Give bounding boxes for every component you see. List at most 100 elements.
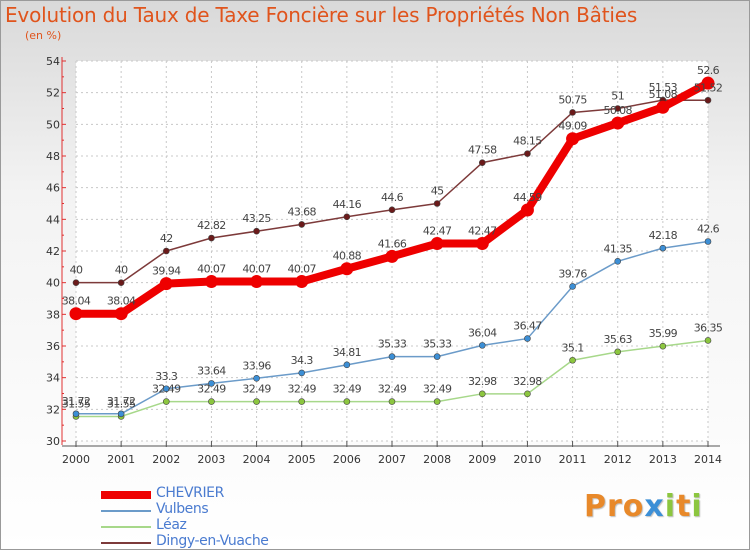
legend-swatch	[101, 491, 151, 499]
x-tick-label: 2014	[694, 453, 722, 466]
data-label: 43.25	[242, 212, 271, 225]
data-label: 38.04	[62, 295, 91, 308]
data-point	[343, 361, 351, 369]
data-point	[162, 247, 170, 255]
data-point	[701, 76, 715, 90]
data-point	[520, 203, 534, 217]
data-label: 35.33	[378, 338, 407, 351]
y-tick-label: 40	[46, 277, 60, 290]
y-tick-label: 32	[46, 403, 60, 416]
data-label: 31.72	[62, 395, 91, 408]
data-label: 32.98	[468, 375, 497, 388]
y-tick-label: 46	[46, 182, 60, 195]
data-label: 42.47	[423, 225, 452, 238]
data-label: 51	[611, 90, 624, 103]
data-label: 40.07	[287, 263, 316, 276]
data-point	[343, 213, 351, 221]
y-tick-label: 44	[46, 213, 60, 226]
data-label: 48.15	[513, 135, 542, 148]
data-label: 42.6	[697, 223, 720, 236]
x-tick-label: 2004	[243, 453, 271, 466]
legend-item: Dingy-en-Vuache	[101, 533, 361, 550]
data-label: 40.88	[333, 250, 362, 263]
x-tick-label: 2005	[288, 453, 316, 466]
data-point	[72, 410, 80, 418]
data-label: 42	[160, 232, 173, 245]
y-tick-label: 50	[46, 118, 60, 131]
data-label: 40.07	[197, 263, 226, 276]
legend-label: Léaz	[156, 517, 187, 533]
data-point	[208, 398, 215, 405]
legend-swatch	[101, 542, 151, 544]
data-label: 44.16	[333, 198, 362, 211]
data-point	[569, 356, 576, 364]
y-tick-label: 36	[46, 340, 60, 353]
data-point	[159, 277, 173, 291]
data-label: 36.04	[468, 326, 497, 339]
y-tick-label: 42	[46, 245, 60, 258]
data-label: 51.53	[649, 81, 678, 94]
data-point	[204, 275, 218, 289]
legend-label: CHEVRIER	[156, 485, 224, 501]
data-point	[388, 398, 396, 405]
data-label: 32.49	[423, 383, 452, 396]
data-label: 32.49	[378, 383, 407, 396]
data-label: 34.3	[291, 354, 314, 367]
data-label: 35.33	[423, 338, 452, 351]
data-label: 39.76	[558, 267, 587, 280]
data-label: 47.58	[468, 144, 497, 157]
y-tick-label: 52	[46, 87, 60, 100]
data-point	[298, 221, 306, 228]
data-point	[430, 237, 444, 251]
logo-letter: o	[622, 489, 645, 524]
data-label: 44.59	[513, 191, 542, 204]
x-tick-label: 2003	[197, 453, 225, 466]
x-tick-label: 2000	[62, 453, 90, 466]
data-point	[611, 116, 625, 130]
data-label: 33.96	[242, 359, 271, 372]
data-label: 35.63	[603, 333, 632, 346]
x-tick-label: 2001	[107, 453, 135, 466]
y-tick-label: 38	[46, 308, 60, 321]
data-label: 42.18	[649, 229, 678, 242]
x-tick-label: 2006	[333, 453, 361, 466]
data-point	[659, 244, 667, 252]
y-tick-label: 34	[46, 372, 60, 385]
x-tick-label: 2002	[152, 453, 180, 466]
data-point	[343, 398, 351, 405]
unit-label: (en %)	[25, 29, 62, 42]
data-label: 31.55	[107, 397, 136, 410]
data-label: 40	[70, 264, 83, 277]
data-point	[253, 374, 260, 382]
logo-letter: i	[691, 489, 703, 524]
data-label: 50.08	[603, 104, 632, 117]
x-tick-label: 2011	[559, 453, 587, 466]
data-point	[72, 279, 80, 286]
logo-letter: P	[584, 489, 607, 524]
data-point	[388, 206, 396, 214]
data-label: 32.49	[197, 383, 226, 396]
legend-item: Vulbens	[101, 501, 361, 518]
data-label: 34.81	[333, 346, 362, 359]
chart-title: Evolution du Taux de Taxe Foncière sur l…	[5, 3, 638, 27]
data-label: 35.99	[649, 327, 678, 340]
data-label: 49.09	[558, 120, 587, 133]
legend-swatch	[101, 526, 151, 528]
data-point	[433, 353, 441, 360]
data-point	[385, 249, 399, 263]
data-point	[478, 390, 486, 398]
data-point	[298, 398, 306, 405]
legend-swatch	[101, 510, 151, 512]
data-point	[250, 275, 264, 289]
data-label: 50.75	[558, 93, 587, 106]
data-label: 32.49	[242, 383, 271, 396]
data-label: 32.49	[152, 383, 181, 396]
data-point	[704, 238, 712, 245]
data-point	[704, 96, 712, 104]
data-label: 35.1	[562, 341, 584, 354]
data-label: 51.52	[694, 81, 723, 94]
data-point	[659, 342, 667, 350]
data-point	[614, 257, 622, 265]
proxiti-logo: Proxiti	[584, 489, 703, 524]
x-tick-label: 2013	[649, 453, 677, 466]
